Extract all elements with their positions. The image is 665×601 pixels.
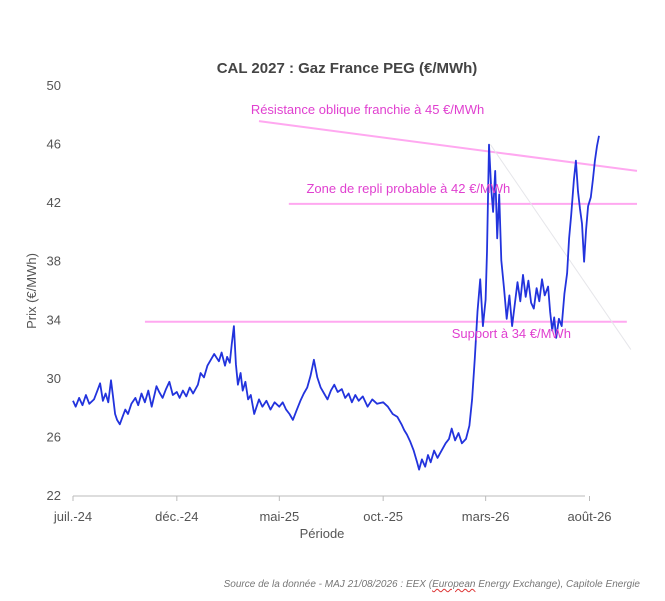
source-text-eex: European: [432, 579, 476, 590]
x-axis: juil.-24 déc.-24 mai-25 oct.-25 mars-26 août-…: [53, 496, 612, 524]
y-tick-label: 42: [47, 195, 61, 210]
y-tick-label: 46: [47, 137, 61, 152]
x-tick-label: oct.-25: [363, 509, 403, 524]
price-series-line: [72, 135, 600, 471]
x-tick-label: juil.-24: [53, 509, 92, 524]
y-tick-label: 34: [47, 312, 61, 327]
y-tick-label: 26: [47, 429, 61, 444]
x-tick-label: déc.-24: [155, 509, 198, 524]
annotation-label: Zone de repli probable à 42 €/MWh: [306, 181, 510, 196]
source-text-before: Source de la donnée - MAJ 21/08/2026 : E…: [223, 579, 433, 590]
source-text-after: Energy Exchange), Capitole Energie: [475, 579, 640, 590]
annotation-labels: Résistance oblique franchie à 45 €/MWh Zo…: [251, 102, 571, 341]
chart-title: CAL 2027 : Gaz France PEG (€/MWh): [217, 60, 478, 77]
annotation-line: [258, 120, 638, 172]
x-axis-title: Période: [300, 526, 345, 541]
annotation-label: Support à 34 €/MWh: [452, 326, 571, 341]
annotation-label: Résistance oblique franchie à 45 €/MWh: [251, 102, 484, 117]
y-axis: 22 26 30 34 38 42 46 50: [47, 78, 61, 503]
y-tick-label: 38: [47, 254, 61, 269]
x-tick-label: mars-26: [462, 509, 510, 524]
y-axis-title: Prix (€/MWh): [24, 253, 39, 329]
y-tick-label: 30: [47, 371, 61, 386]
x-tick-label: mai-25: [259, 509, 299, 524]
y-tick-label: 22: [47, 488, 61, 503]
faint-trend-line: [489, 144, 632, 350]
y-tick-label: 50: [47, 78, 61, 93]
source-note: Source de la donnée - MAJ 21/08/2026 : E…: [224, 579, 640, 590]
x-tick-label: août-26: [567, 509, 611, 524]
